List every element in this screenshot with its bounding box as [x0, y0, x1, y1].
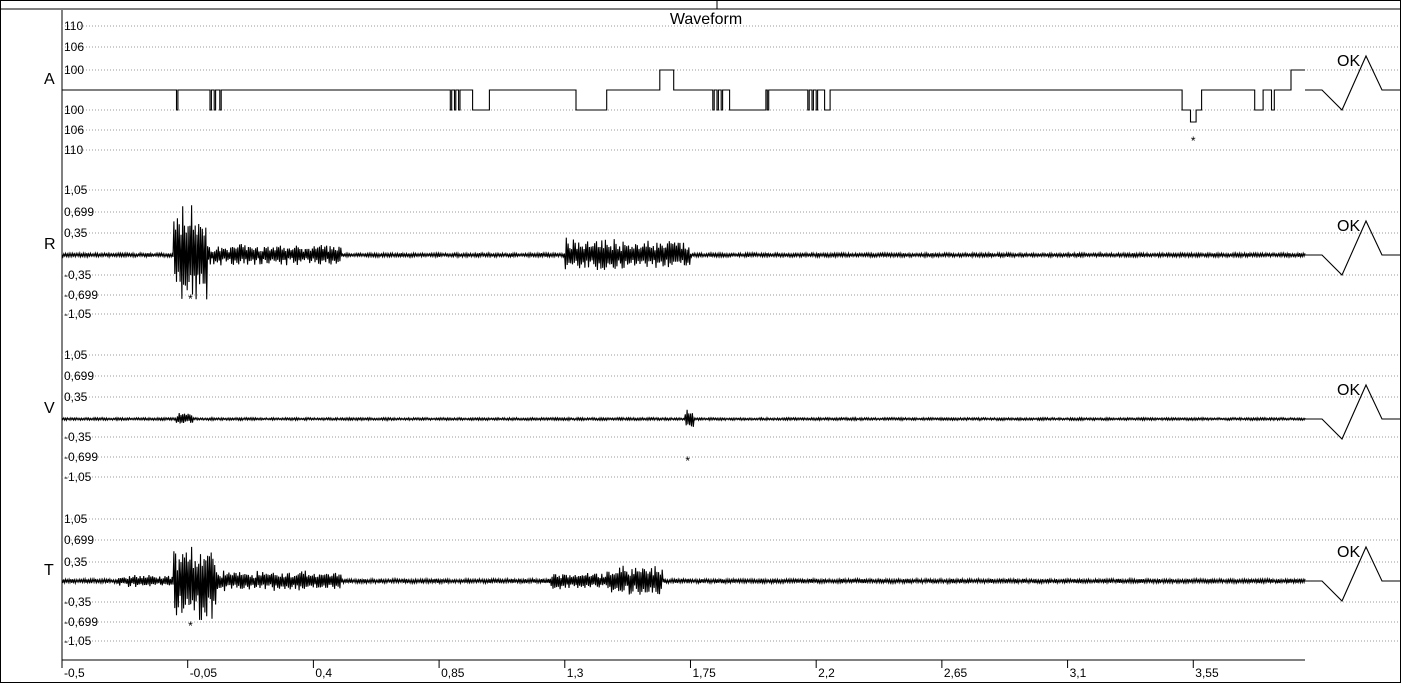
- y-tick-label-t: -0,35: [64, 595, 92, 609]
- y-tick-label-a: 100: [64, 63, 84, 77]
- y-tick-label-r: 1,05: [64, 183, 88, 197]
- status-label-v: OK: [1337, 382, 1360, 399]
- event-marker-v: *: [685, 454, 690, 468]
- y-tick-label-v: 0,35: [64, 390, 88, 404]
- x-tick-label: 3,55: [1195, 666, 1219, 680]
- x-tick-label: 0,4: [315, 666, 332, 680]
- y-tick-label-r: -0,35: [64, 268, 92, 282]
- status-indicator-t: [1305, 545, 1400, 602]
- y-tick-label-t: 1,05: [64, 512, 88, 526]
- waveform-v: [61, 409, 1306, 427]
- y-tick-label-t: 0,699: [64, 533, 94, 547]
- channel-label-t: T: [44, 562, 54, 579]
- y-tick-label-v: 0,699: [64, 369, 94, 383]
- y-tick-label-v: 1,05: [64, 348, 88, 362]
- y-tick-label-v: -1,05: [64, 470, 92, 484]
- channel-label-v: V: [44, 400, 55, 417]
- y-tick-label-r: 0,35: [64, 226, 88, 240]
- x-tick-label: -0,05: [190, 666, 218, 680]
- channel-label-r: R: [44, 236, 56, 253]
- status-label-r: OK: [1337, 218, 1360, 235]
- status-label-t: OK: [1337, 544, 1360, 561]
- y-tick-label-a: 110: [64, 19, 83, 33]
- y-tick-label-a: 100: [64, 103, 84, 117]
- y-tick-label-r: 0,699: [64, 205, 94, 219]
- plot-area: 110 106 100 100 106 110 A OK * 1,05 0,699 0,35 -0,35…: [44, 10, 1400, 680]
- channel-label-a: A: [44, 71, 55, 88]
- x-tick-label: 1,75: [692, 666, 716, 680]
- y-tick-label-a: 110: [64, 143, 83, 157]
- event-marker-t: *: [188, 619, 193, 633]
- status-indicator-a: [1305, 54, 1400, 111]
- x-tick-label: 1,3: [567, 666, 584, 680]
- y-tick-label-t: -1,05: [64, 634, 92, 648]
- chart-title: Waveform: [670, 11, 742, 28]
- x-tick-label: 0,85: [441, 666, 465, 680]
- x-tick-label: -0,5: [64, 666, 85, 680]
- y-tick-label-t: 0,35: [64, 555, 88, 569]
- y-tick-label-a: 106: [64, 40, 84, 54]
- x-tick-label: 2,65: [944, 666, 968, 680]
- y-tick-label-a: 106: [64, 123, 84, 137]
- y-tick-label-v: -0,699: [64, 450, 98, 464]
- y-tick-label-r: -0,699: [64, 288, 98, 302]
- waveform-a: [62, 69, 1305, 123]
- x-tick-label: 2,2: [818, 666, 835, 680]
- x-tick-label: 3,1: [1070, 666, 1087, 680]
- waveform-r: [61, 205, 1306, 300]
- event-marker-r: *: [188, 292, 193, 306]
- status-indicator-r: [1305, 219, 1400, 276]
- event-marker-a: *: [1191, 134, 1196, 148]
- status-label-a: OK: [1337, 53, 1360, 70]
- status-indicator-v: [1305, 383, 1400, 440]
- waveform-t: [61, 546, 1306, 621]
- y-tick-label-t: -0,699: [64, 615, 98, 629]
- y-tick-label-r: -1,05: [64, 307, 92, 321]
- y-tick-label-v: -0,35: [64, 430, 92, 444]
